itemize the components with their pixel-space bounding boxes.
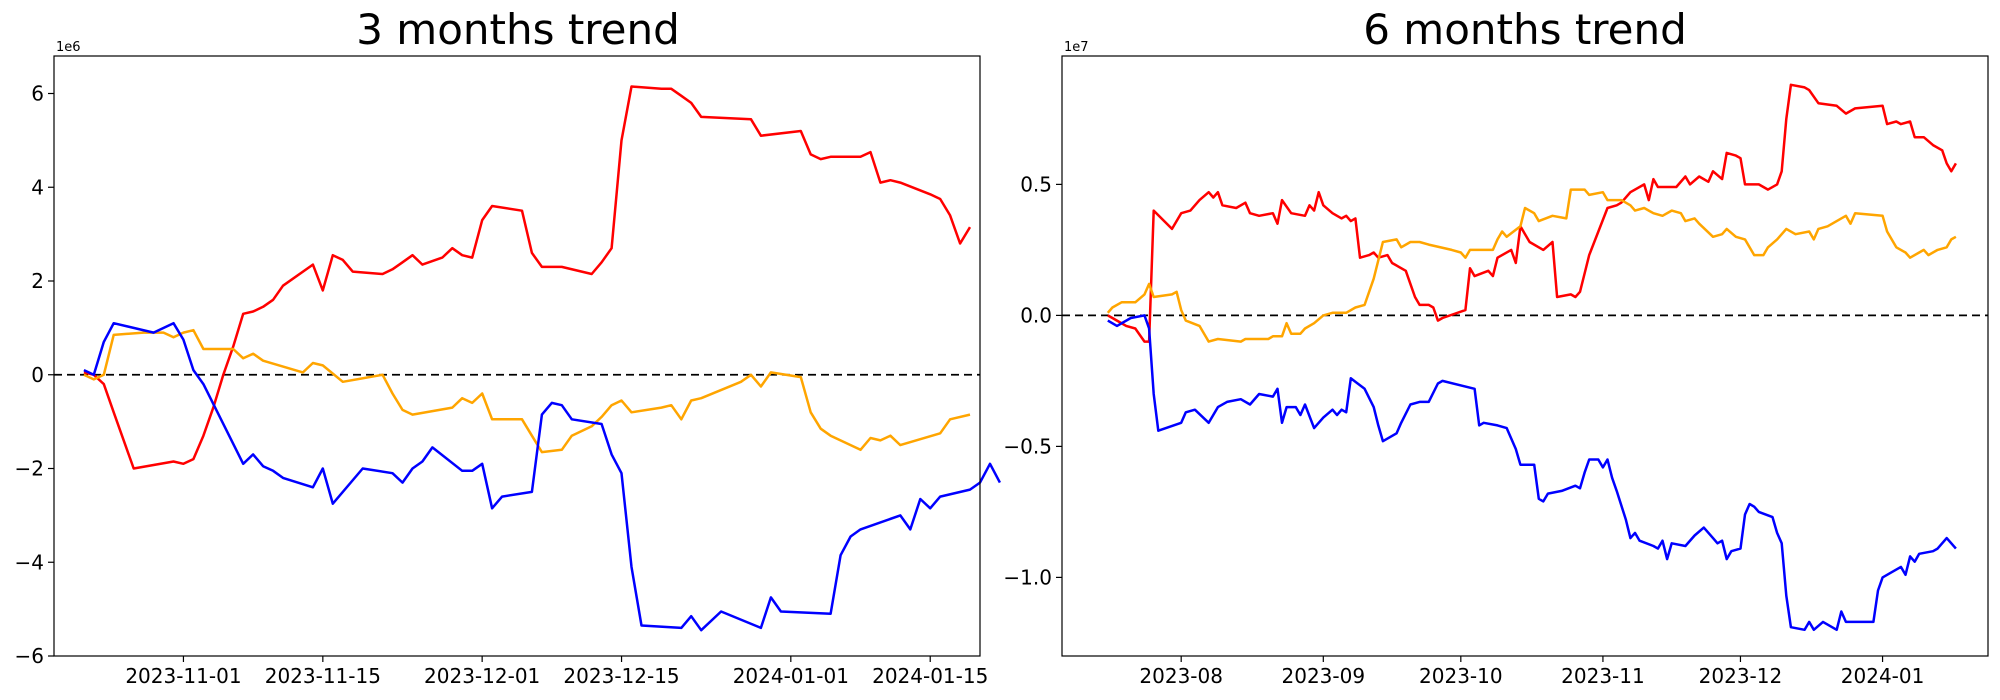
y-tick-label: 4	[31, 175, 44, 199]
y-tick-label: 0.5	[1020, 172, 1052, 196]
plot-frame	[1061, 55, 1989, 657]
y-tick-label: −1.0	[1003, 565, 1052, 589]
x-tick-label: 2023-09	[1282, 664, 1366, 688]
series-line-3	[1107, 314, 1957, 632]
y-tick-label: 0.0	[1020, 303, 1052, 327]
chart-6-months: 6 months trend 1e7 −1.0 −0.5 0.0 0.5 2023-08…	[1003, 5, 1989, 688]
x-tick-label: 2024-01	[1841, 664, 1925, 688]
x-tick-label: 2024-01-01	[733, 664, 849, 688]
y-tick-label: −6	[15, 644, 44, 668]
x-tick-label: 2023-12-15	[563, 664, 679, 688]
series-line-1	[83, 85, 972, 470]
chart-3-months: 3 months trend 1e6 −6 −4 −2 0 2 4 6 2023-11-01 2…	[15, 5, 1002, 688]
x-tick-label: 2023-10	[1419, 664, 1503, 688]
y-tick-label: −4	[15, 550, 44, 574]
x-tick-label: 2023-12	[1699, 664, 1783, 688]
chart-title: 6 months trend	[1363, 5, 1687, 54]
x-tick-label: 2023-11-01	[125, 664, 241, 688]
y-tick-label: −0.5	[1003, 434, 1052, 458]
y-tick-label: 6	[31, 82, 44, 106]
chart-title: 3 months trend	[356, 5, 680, 54]
x-tick-label: 2024-01-15	[872, 664, 988, 688]
y-tick-label: −2	[15, 457, 44, 481]
series-line-1	[1107, 83, 1957, 343]
y-tick-label: 0	[31, 363, 44, 387]
y-offset-label: 1e7	[1064, 40, 1089, 55]
plot-frame	[53, 55, 981, 657]
x-tick-label: 2023-08	[1139, 664, 1223, 688]
series-line-3	[83, 321, 1002, 632]
y-offset-label: 1e6	[56, 40, 81, 55]
x-tick-label: 2023-12-01	[424, 664, 540, 688]
series-line-2	[83, 328, 971, 454]
series-line-2	[1106, 188, 1957, 343]
y-tick-label: 2	[31, 269, 44, 293]
x-tick-label: 2023-11	[1561, 664, 1645, 688]
x-tick-label: 2023-11-15	[265, 664, 381, 688]
